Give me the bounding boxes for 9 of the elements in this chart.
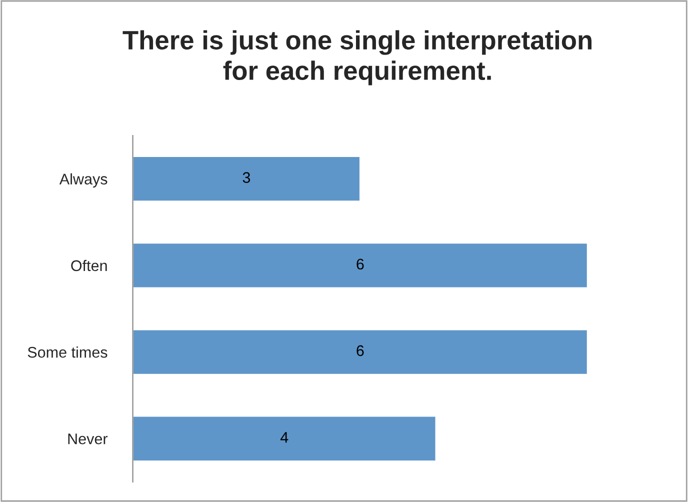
chart-title: There is just one single interpretation for each requirement.	[122, 30, 592, 86]
data-label: 3	[242, 172, 250, 183]
y-tick-label: Always	[59, 173, 108, 188]
y-tick-label: Often	[71, 260, 107, 272]
data-label: 4	[280, 432, 288, 443]
data-label: 6	[356, 345, 364, 356]
y-tick-label: Some times	[28, 346, 108, 358]
y-tick-label: Never	[68, 434, 108, 444]
data-label: 6	[356, 258, 364, 270]
